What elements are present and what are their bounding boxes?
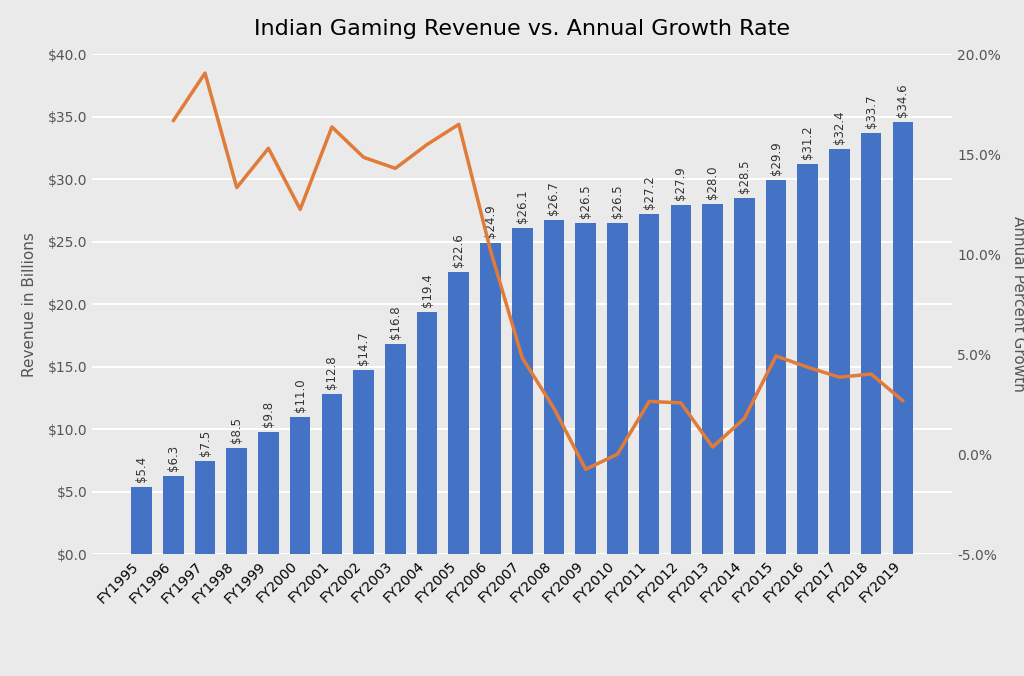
Title: Indian Gaming Revenue vs. Annual Growth Rate: Indian Gaming Revenue vs. Annual Growth … (254, 19, 791, 39)
Bar (639, 214, 659, 554)
Bar (195, 460, 215, 554)
Y-axis label: Revenue in Billions: Revenue in Billions (22, 232, 37, 377)
Text: $28.5: $28.5 (738, 160, 751, 193)
Text: $16.8: $16.8 (389, 306, 401, 339)
Bar (417, 312, 437, 554)
Bar (163, 475, 183, 554)
Bar (702, 204, 723, 554)
Text: $33.7: $33.7 (864, 95, 878, 128)
Text: $12.8: $12.8 (326, 356, 338, 389)
Bar (671, 206, 691, 554)
Bar (575, 223, 596, 554)
Bar (798, 164, 818, 554)
Text: $22.6: $22.6 (453, 233, 465, 266)
Text: $26.5: $26.5 (580, 185, 592, 218)
Bar (290, 416, 310, 554)
Bar (766, 180, 786, 554)
Text: $26.7: $26.7 (548, 182, 560, 216)
Bar (226, 448, 247, 554)
Bar (258, 432, 279, 554)
Text: $32.4: $32.4 (833, 110, 846, 144)
Text: $8.5: $8.5 (230, 417, 244, 443)
Bar (544, 220, 564, 554)
Bar (607, 223, 628, 554)
Bar (449, 272, 469, 554)
Text: $14.7: $14.7 (357, 332, 370, 366)
Text: $27.9: $27.9 (675, 167, 687, 200)
Text: $26.5: $26.5 (611, 185, 624, 218)
Text: $11.0: $11.0 (294, 378, 306, 412)
Y-axis label: Annual Percent Growth: Annual Percent Growth (1011, 216, 1024, 392)
Text: $9.8: $9.8 (262, 401, 275, 427)
Text: $24.9: $24.9 (484, 204, 497, 238)
Text: $5.4: $5.4 (135, 456, 148, 482)
Bar (131, 487, 152, 554)
Bar (512, 228, 532, 554)
Bar (893, 122, 913, 554)
Text: $6.3: $6.3 (167, 444, 180, 470)
Bar (734, 198, 755, 554)
Bar (480, 243, 501, 554)
Text: $31.2: $31.2 (801, 126, 814, 159)
Text: $19.4: $19.4 (421, 273, 433, 307)
Bar (353, 370, 374, 554)
Bar (322, 394, 342, 554)
Text: $34.6: $34.6 (896, 83, 909, 116)
Bar (385, 344, 406, 554)
Bar (829, 149, 850, 554)
Text: $7.5: $7.5 (199, 429, 212, 456)
Text: $27.2: $27.2 (643, 175, 655, 209)
Text: $29.9: $29.9 (769, 142, 782, 175)
Text: $28.0: $28.0 (707, 166, 719, 199)
Bar (861, 133, 882, 554)
Text: $26.1: $26.1 (516, 189, 528, 223)
